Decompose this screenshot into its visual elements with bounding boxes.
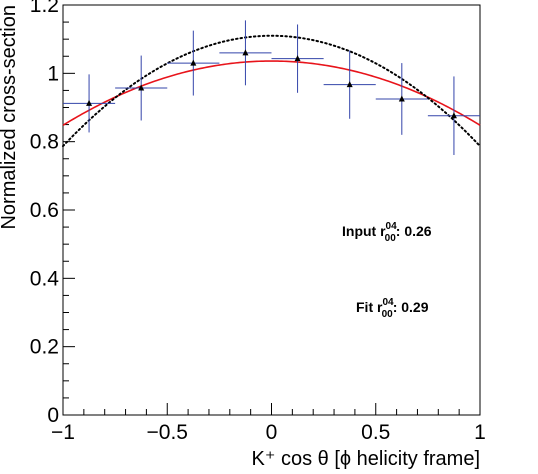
y-tick-label: 0.8 [30, 131, 59, 154]
y-tick-label: 0.2 [30, 336, 59, 359]
data-points [63, 20, 480, 155]
data-point [138, 84, 145, 91]
data-point [190, 59, 197, 66]
data-point [450, 112, 457, 119]
input-model-curve [62, 34, 481, 148]
data-point [346, 81, 353, 88]
axis-ticks [62, 4, 481, 416]
data-point [242, 49, 249, 56]
x-tick-label: 1 [474, 421, 486, 444]
y-tick-label: 0.4 [30, 267, 60, 290]
x-tick-label: 0.5 [361, 421, 390, 444]
tick-labels: −1 −0.5 0 0.5 1 0 0.2 0.4 0.6 0.8 1 1.2 [30, 0, 486, 444]
annotation-fit: Fit r04 00: 0.29 [356, 297, 429, 320]
x-tick-label: −1 [51, 421, 75, 444]
y-axis-label: Normalized cross-section [0, 5, 20, 230]
y-tick-label: 1 [47, 62, 59, 85]
plot-frame [62, 4, 481, 416]
fit-curve [62, 60, 481, 126]
curves [62, 34, 481, 148]
x-axis-label: K⁺ cos θ [ϕ helicity frame] [252, 448, 481, 470]
annotation-input: Input r04 00: 0.26 [342, 221, 432, 244]
x-tick-label: 0 [266, 421, 278, 444]
plot-frame-border [62, 4, 481, 416]
data-point [86, 99, 93, 106]
x-tick-label: −0.5 [147, 421, 188, 444]
data-point [294, 55, 301, 62]
y-tick-label: 0 [47, 404, 59, 427]
data-point [398, 95, 405, 102]
y-tick-label: 0.6 [30, 199, 59, 222]
y-tick-label: 1.2 [30, 0, 59, 17]
